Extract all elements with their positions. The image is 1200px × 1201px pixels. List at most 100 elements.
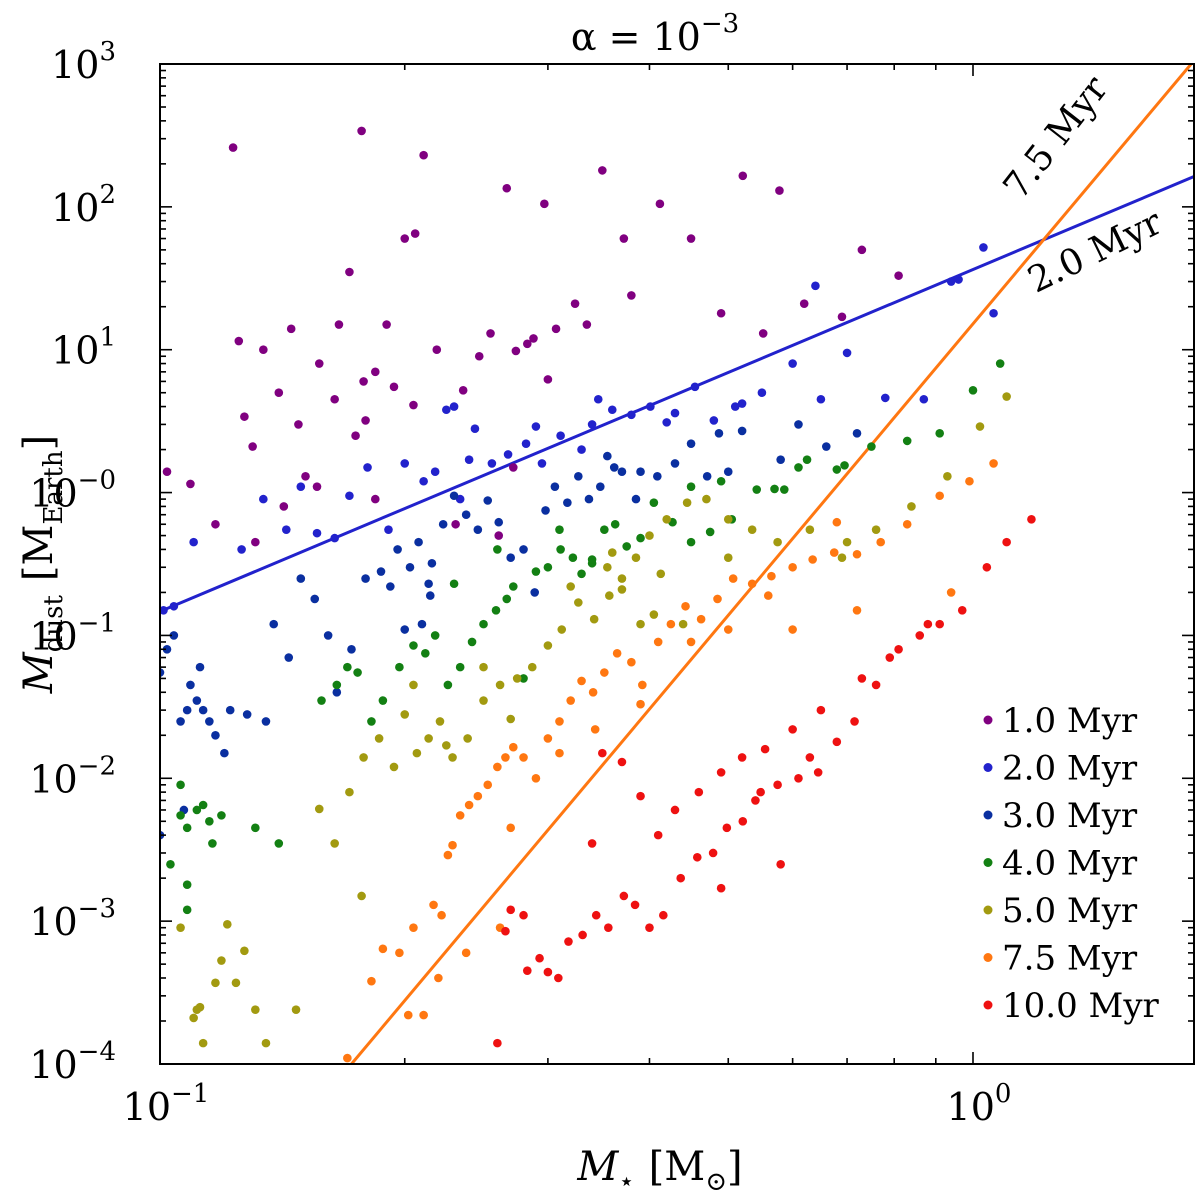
point-7-5-myr bbox=[588, 687, 598, 697]
point-7-5-myr bbox=[448, 840, 457, 850]
y-axis-unit-sub: Earth bbox=[39, 450, 69, 524]
point-3-0-myr bbox=[723, 467, 733, 476]
point-5-0-myr bbox=[589, 614, 599, 624]
point-1-0-myr bbox=[312, 482, 322, 491]
point-1-0-myr bbox=[627, 291, 636, 300]
point-7-5-myr bbox=[555, 748, 564, 758]
point-3-0-myr bbox=[386, 582, 395, 591]
point-3-0-myr bbox=[494, 517, 504, 527]
point-5-0-myr bbox=[805, 525, 815, 534]
point-3-0-myr bbox=[473, 525, 483, 534]
point-10-0-myr bbox=[501, 926, 510, 936]
point-4-0-myr bbox=[902, 436, 912, 446]
point-7-5-myr bbox=[852, 605, 862, 615]
point-10-0-myr bbox=[598, 748, 607, 758]
point-5-0-myr bbox=[345, 787, 354, 797]
point-4-0-myr bbox=[610, 519, 620, 529]
point-4-0-myr bbox=[600, 525, 609, 534]
point-10-0-myr bbox=[522, 966, 532, 975]
point-2-0-myr bbox=[577, 445, 586, 454]
point-2-0-myr bbox=[593, 394, 603, 404]
point-1-0-myr bbox=[775, 186, 784, 195]
point-1-0-myr bbox=[211, 519, 220, 529]
point-7-5-myr bbox=[832, 517, 842, 527]
point-4-0-myr bbox=[802, 455, 812, 464]
point-1-0-myr bbox=[458, 385, 468, 395]
point-2-0-myr bbox=[662, 418, 671, 427]
point-5-0-myr bbox=[479, 662, 488, 672]
point-5-0-myr bbox=[943, 471, 952, 481]
point-10-0-myr bbox=[716, 883, 726, 893]
point-5-0-myr bbox=[261, 1038, 271, 1048]
point-10-0-myr bbox=[857, 674, 867, 683]
point-5-0-myr bbox=[662, 514, 671, 524]
point-3-0-myr bbox=[794, 420, 803, 429]
point-10-0-myr bbox=[957, 605, 967, 615]
point-3-0-myr bbox=[332, 687, 342, 697]
point-5-0-myr bbox=[314, 804, 324, 814]
point-10-0-myr bbox=[694, 787, 704, 797]
point-7-5-myr bbox=[681, 601, 690, 611]
point-3-0-myr bbox=[483, 496, 493, 505]
point-1-0-myr bbox=[389, 382, 399, 392]
point-4-0-myr bbox=[182, 823, 192, 833]
point-10-0-myr bbox=[788, 725, 797, 734]
point-2-0-myr bbox=[842, 348, 852, 358]
fit-label-7-5-myr: 7.5 Myr bbox=[996, 68, 1117, 207]
point-4-0-myr bbox=[208, 839, 217, 848]
y-tick-label: 10−3 bbox=[29, 894, 116, 944]
point-7-5-myr bbox=[343, 1053, 352, 1063]
point-3-0-myr bbox=[574, 471, 583, 481]
point-7-5-myr bbox=[437, 910, 446, 920]
point-10-0-myr bbox=[871, 680, 881, 690]
point-2-0-myr bbox=[537, 459, 547, 468]
point-4-0-myr bbox=[935, 428, 944, 438]
point-5-0-myr bbox=[723, 514, 733, 524]
point-5-0-myr bbox=[649, 610, 659, 619]
point-7-5-myr bbox=[696, 614, 706, 624]
point-7-5-myr bbox=[653, 637, 663, 647]
point-1-0-myr bbox=[570, 299, 580, 308]
point-3-0-myr bbox=[424, 579, 433, 589]
point-3-0-myr bbox=[182, 705, 192, 715]
point-4-0-myr bbox=[543, 562, 553, 572]
point-5-0-myr bbox=[747, 525, 757, 534]
x-axis-symbol-sub: ⋆ bbox=[618, 1167, 634, 1197]
point-7-5-myr bbox=[935, 491, 944, 501]
point-4-0-myr bbox=[649, 498, 659, 507]
point-10-0-myr bbox=[676, 873, 686, 883]
point-4-0-myr bbox=[198, 800, 208, 810]
point-3-0-myr bbox=[530, 588, 540, 597]
point-2-0-myr bbox=[442, 405, 451, 415]
point-7-5-myr bbox=[788, 562, 797, 572]
point-7-5-myr bbox=[461, 948, 471, 958]
point-7-5-myr bbox=[600, 668, 609, 677]
point-2-0-myr bbox=[946, 277, 956, 286]
point-1-0-myr bbox=[382, 320, 391, 329]
point-1-0-myr bbox=[419, 150, 428, 160]
point-2-0-myr bbox=[670, 408, 680, 418]
point-1-0-myr bbox=[738, 171, 748, 181]
point-4-0-myr bbox=[587, 555, 597, 564]
point-7-5-myr bbox=[763, 591, 773, 600]
point-3-0-myr bbox=[310, 594, 320, 604]
point-2-0-myr bbox=[811, 281, 820, 291]
point-4-0-myr bbox=[493, 545, 502, 554]
point-2-0-myr bbox=[587, 420, 597, 429]
y-tick-label: 10−1 bbox=[29, 608, 116, 658]
legend-marker-10-0-myr bbox=[983, 1000, 993, 1010]
point-1-0-myr bbox=[686, 234, 696, 243]
y-axis-symbol: M bbox=[16, 651, 62, 694]
point-7-5-myr bbox=[989, 459, 998, 468]
point-7-5-myr bbox=[509, 742, 518, 752]
point-10-0-myr bbox=[543, 967, 553, 977]
point-10-0-myr bbox=[832, 737, 842, 747]
point-10-0-myr bbox=[813, 768, 823, 777]
point-5-0-myr bbox=[645, 531, 654, 540]
point-3-0-myr bbox=[449, 491, 459, 501]
point-3-0-myr bbox=[347, 644, 356, 654]
point-2-0-myr bbox=[979, 243, 988, 252]
chart-title-base: α = 10 bbox=[571, 15, 701, 59]
point-10-0-myr bbox=[737, 753, 747, 762]
point-1-0-myr bbox=[529, 334, 538, 343]
